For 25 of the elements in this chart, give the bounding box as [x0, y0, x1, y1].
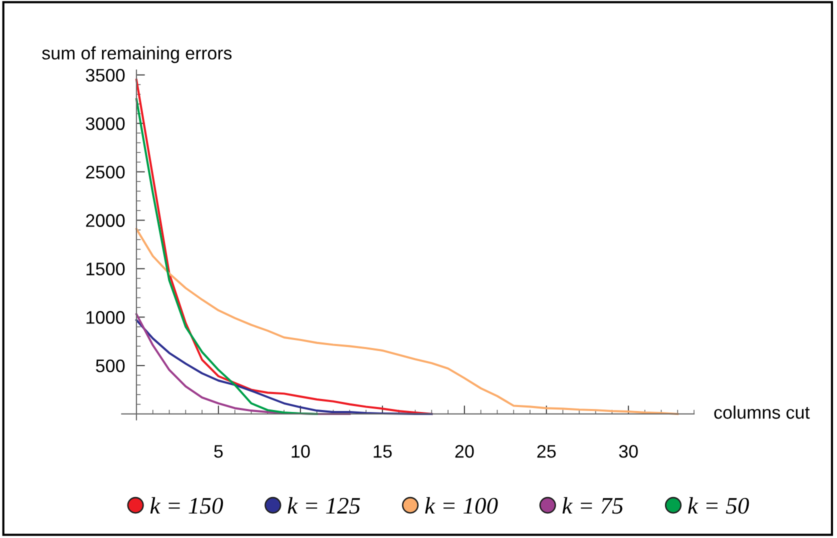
y-tick-label: 500	[96, 359, 125, 372]
y-axis-title: sum of remaining errors	[42, 46, 232, 64]
line-series	[135, 78, 433, 416]
line-series	[135, 98, 318, 416]
y-tick-label: 2500	[86, 166, 125, 179]
legend-label: k = 150	[150, 497, 224, 514]
line-series	[135, 318, 433, 416]
x-tick-label: 25	[537, 445, 556, 458]
x-tick-label: 15	[374, 445, 392, 458]
y-tick-label: 1500	[86, 262, 125, 276]
x-tick-label: 10	[292, 445, 310, 458]
legend-label: k = 75	[562, 497, 623, 514]
x-tick-label: 30	[619, 445, 638, 458]
x-axis-title: columns cut	[714, 406, 810, 419]
x-tick-label: 5	[214, 445, 223, 458]
legend-label: k = 100	[425, 497, 498, 514]
y-tick-label: 3000	[86, 117, 125, 130]
y-tick-label: 3500	[86, 68, 125, 82]
legend-label: k = 125	[288, 497, 360, 514]
legend-label: k = 50	[688, 497, 749, 514]
x-tick-label: 20	[455, 445, 474, 458]
y-tick-label: 1000	[86, 311, 125, 324]
line-series	[135, 313, 351, 416]
line-series	[135, 228, 679, 416]
y-tick-label: 2000	[86, 214, 125, 227]
